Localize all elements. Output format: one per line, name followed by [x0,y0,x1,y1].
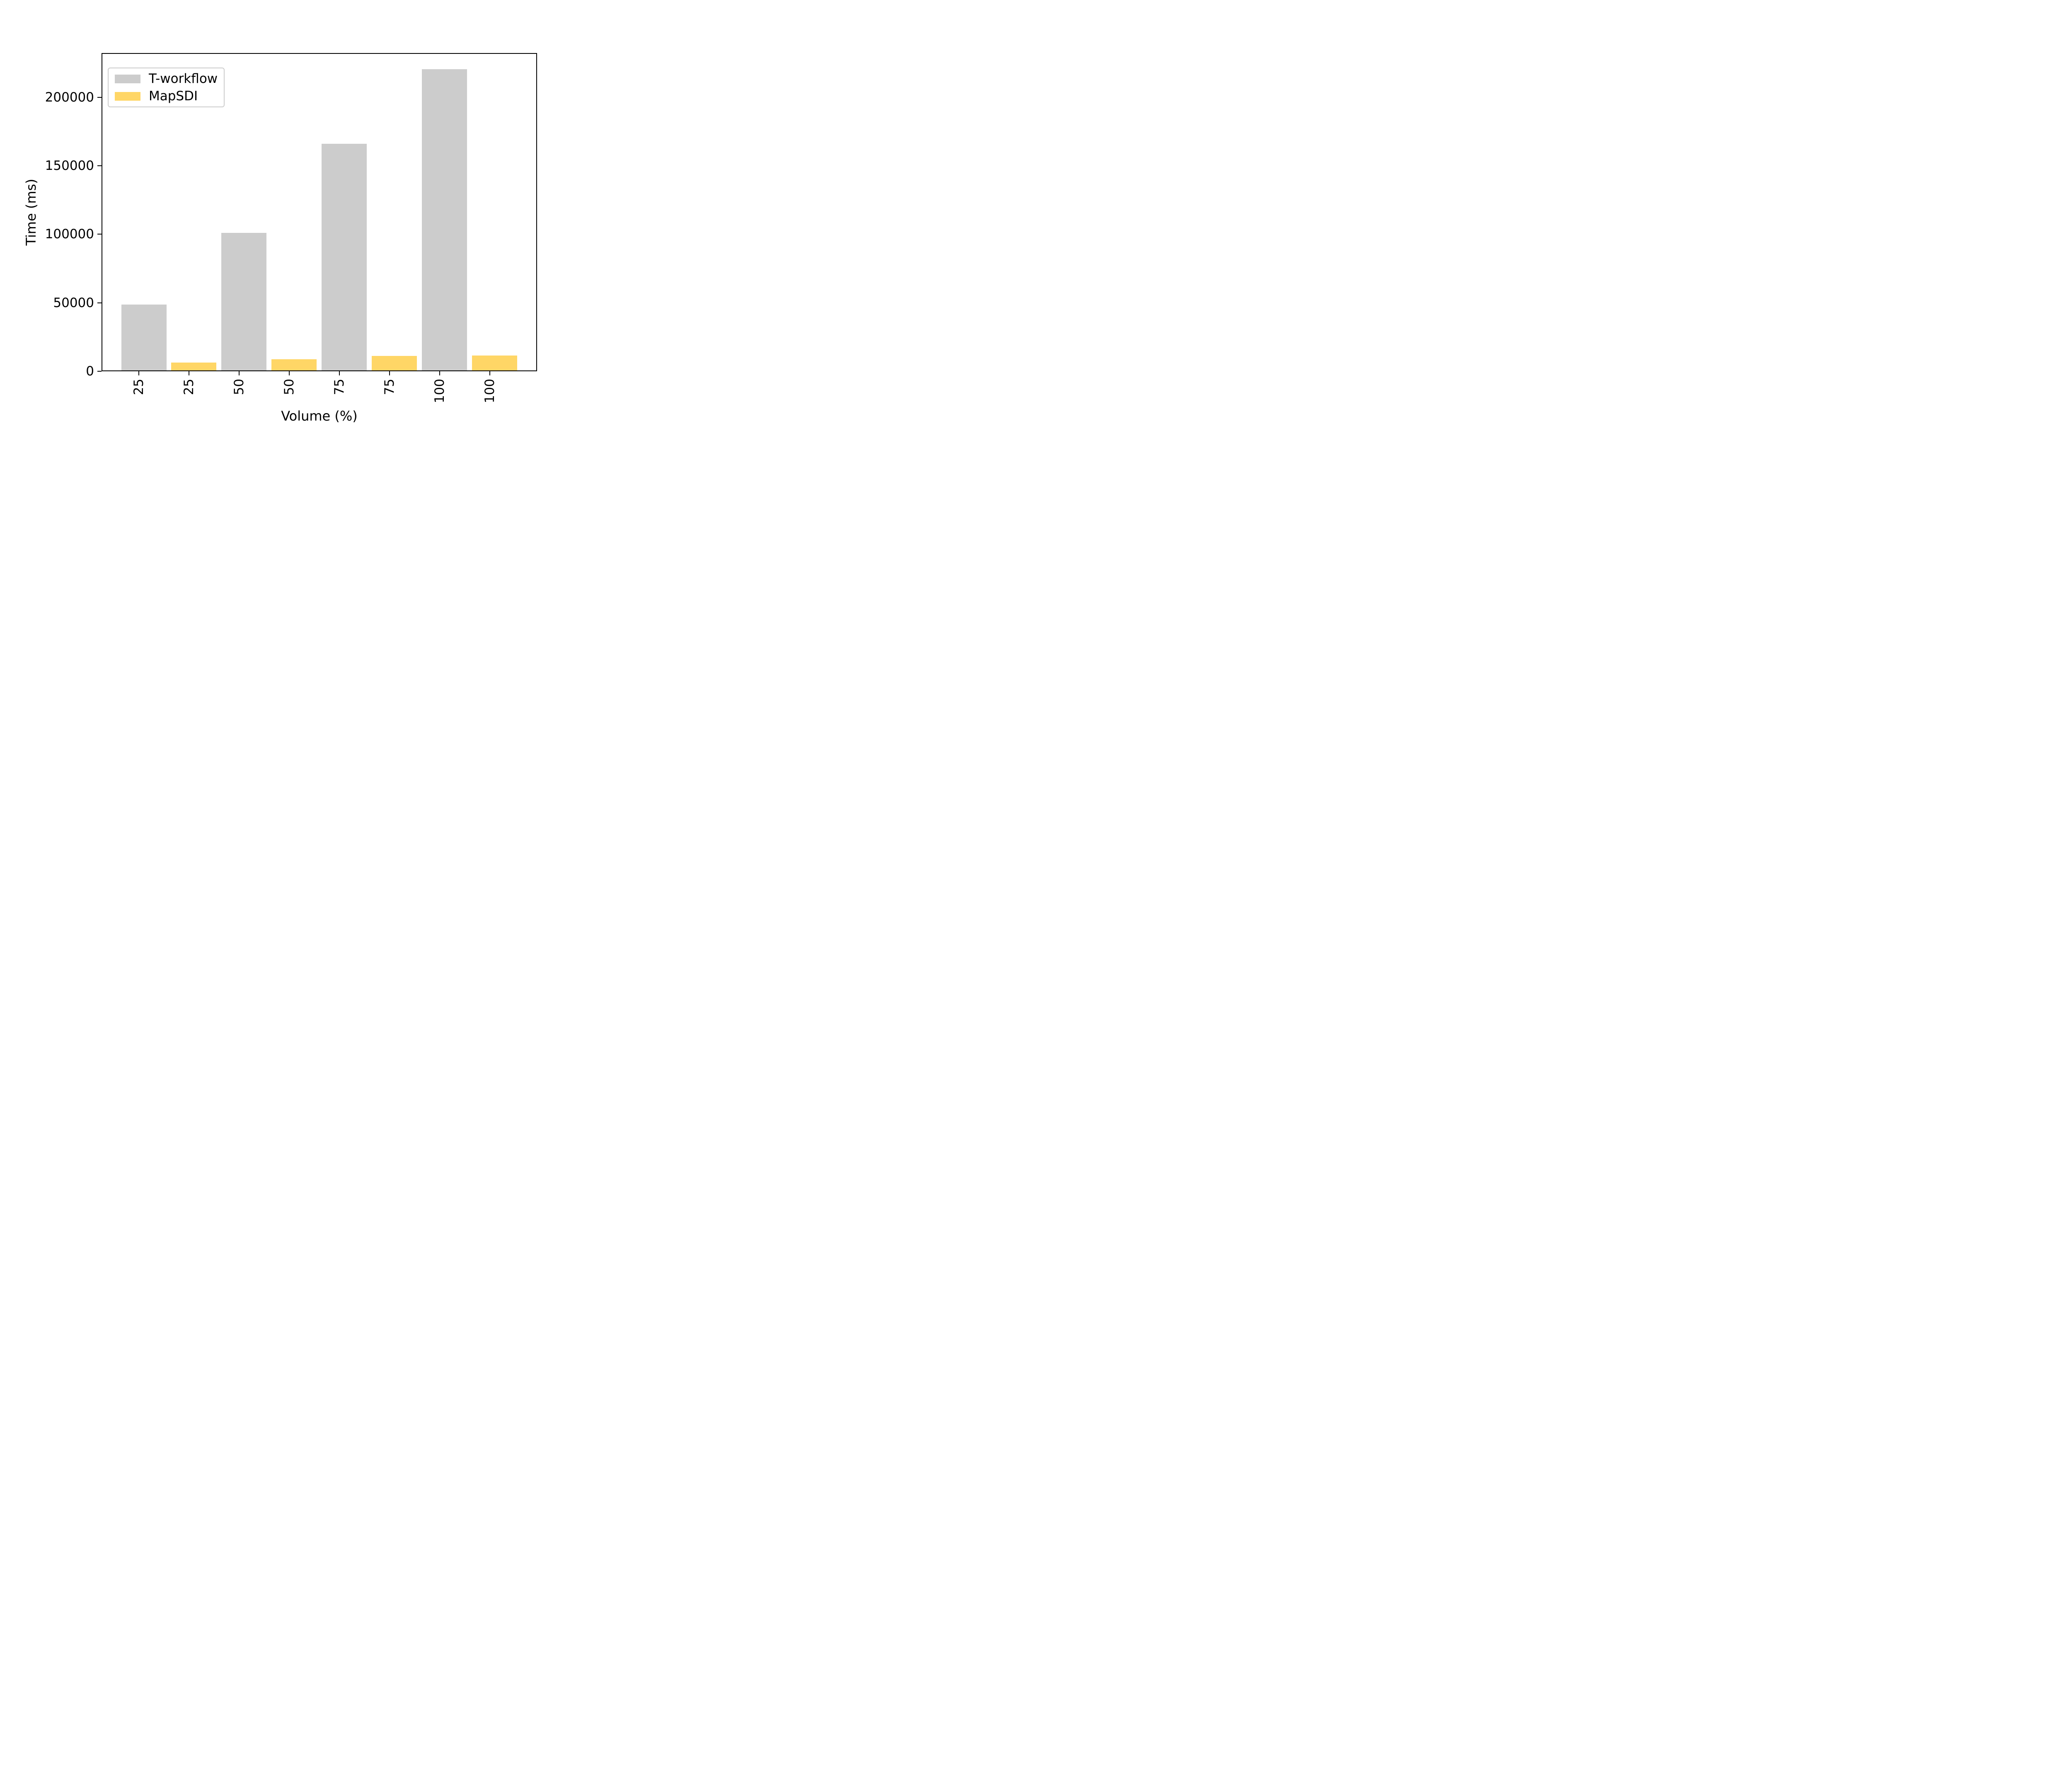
x-tick-label-text: 50 [281,379,297,395]
bar-t-workflow-50 [221,233,267,370]
x-tick-mark [439,371,440,375]
x-tick-label: 50 [282,379,297,395]
y-tick-mark [97,371,102,372]
legend-label-t-workflow: T-workflow [149,71,218,86]
y-tick-label: 100000 [45,227,94,242]
legend-entry-t-workflow: T-workflow [115,72,218,85]
bar-mapsdi-75 [372,356,417,370]
y-tick-label: 50000 [53,295,94,310]
x-tick-label: 75 [382,379,397,395]
bar-t-workflow-25 [121,305,167,370]
legend: T-workflow MapSDI [108,68,225,107]
x-tick-mark [238,371,240,375]
y-tick-mark [97,234,102,235]
plot-area [102,53,537,371]
x-tick-mark [138,371,139,375]
y-tick-label: 0 [86,364,94,379]
x-tick-mark [339,371,340,375]
y-tick-mark [97,302,102,303]
t-workflow-swatch [115,74,140,83]
x-axis-label: Volume (%) [281,408,358,424]
x-tick-label: 25 [182,379,196,395]
y-tick-mark [97,165,102,166]
y-tick-label: 200000 [45,90,94,105]
x-tick-label: 50 [232,379,247,395]
x-tick-label-text: 100 [432,379,447,404]
bar-mapsdi-25 [171,363,217,370]
x-tick-label: 25 [131,379,146,395]
x-tick-mark [489,371,490,375]
x-tick-label: 100 [482,379,497,403]
x-tick-label: 75 [332,379,347,395]
x-tick-mark [288,371,290,375]
y-tick-mark [97,97,102,98]
y-tick-label: 150000 [45,158,94,173]
bar-mapsdi-50 [271,359,317,370]
x-tick-mark [389,371,390,375]
legend-entry-mapsdi: MapSDI [115,90,218,103]
x-tick-label-text: 75 [382,379,397,395]
x-tick-label-text: 75 [332,379,347,395]
bar-mapsdi-100 [472,356,518,370]
legend-label-mapsdi: MapSDI [149,89,198,104]
x-tick-label-text: 50 [231,379,247,395]
x-tick-label-text: 100 [482,379,497,404]
mapsdi-swatch [115,92,140,101]
x-tick-label-text: 25 [181,379,196,395]
figure: Volume (%) Time (ms) T-workflow MapSDI 2… [0,0,597,448]
x-tick-label: 100 [432,379,447,403]
x-tick-label-text: 25 [131,379,146,395]
bar-t-workflow-75 [322,144,367,370]
bar-t-workflow-100 [422,69,467,370]
